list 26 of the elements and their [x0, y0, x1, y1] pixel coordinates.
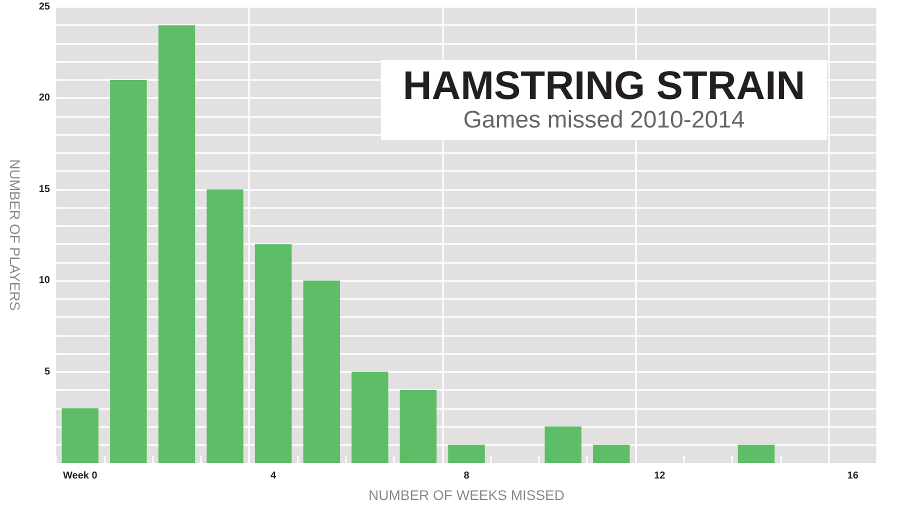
bar [110, 80, 147, 463]
y-tick-label: 15 [38, 184, 50, 195]
bar [254, 244, 292, 463]
y-axis-title: NUMBER OF PLAYERS [7, 159, 23, 311]
bar [62, 408, 98, 463]
bar [448, 444, 485, 463]
y-tick-label: 20 [38, 92, 50, 104]
x-tick-label: 8 [464, 470, 470, 482]
bar [206, 189, 244, 463]
y-tick-label: 5 [44, 366, 50, 378]
text: HAMSTRING STRAIN [402, 64, 806, 108]
bar [593, 444, 630, 463]
bar [738, 444, 775, 463]
bar [352, 372, 388, 463]
x-tick-label: Week 0 [63, 470, 98, 482]
bar [158, 25, 196, 463]
x-tick-label: 16 [847, 470, 859, 482]
bar [544, 426, 582, 463]
text: Games missed 2010-2014 [463, 106, 745, 134]
x-tick-label: 12 [654, 470, 666, 482]
y-tick-label: 10 [38, 275, 50, 286]
bar [400, 390, 437, 463]
x-axis-title: NUMBER OF WEEKS MISSED [368, 487, 565, 503]
y-tick-label: 25 [38, 2, 50, 12]
x-tick-label: 4 [270, 470, 277, 482]
bar [303, 280, 340, 463]
